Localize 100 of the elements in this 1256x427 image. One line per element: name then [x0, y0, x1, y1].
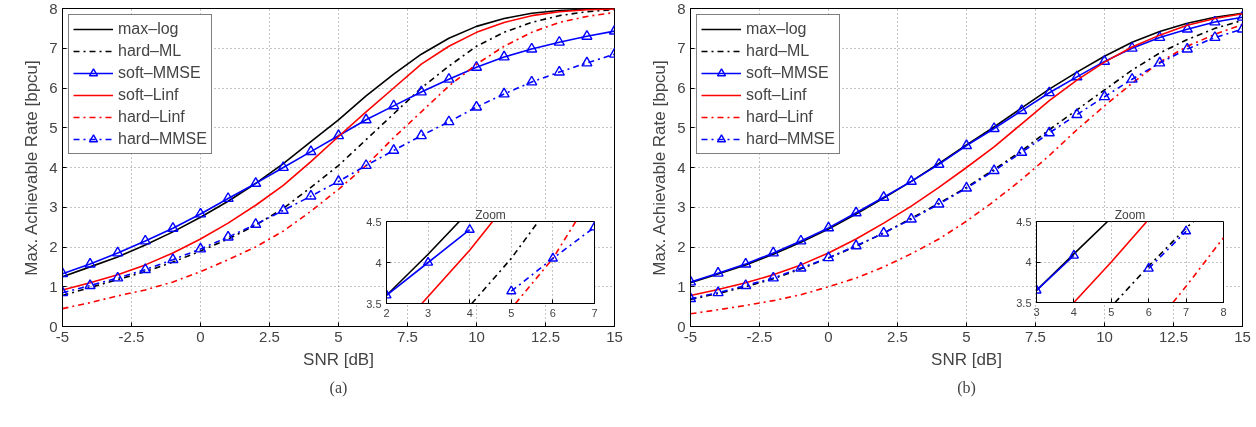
point [1126, 72, 1138, 83]
x-tick-label: 15 [606, 327, 623, 345]
point [547, 252, 559, 262]
x-tick-label: 15 [1234, 327, 1251, 345]
point [194, 207, 207, 218]
point [277, 161, 289, 172]
y-tick-label: 4 [1025, 256, 1032, 268]
point [767, 271, 779, 282]
point [878, 190, 890, 201]
point [139, 234, 151, 245]
point [988, 164, 1000, 175]
point [1098, 54, 1111, 65]
point [712, 286, 724, 297]
x-tick-label: 2 [383, 306, 390, 319]
x-tick-label: 7.5 [397, 327, 418, 345]
point [470, 60, 483, 71]
point [464, 223, 475, 233]
text: (a) [329, 378, 348, 397]
x-tick-label: 5 [1108, 305, 1115, 318]
y-tick-label: 4 [677, 158, 686, 176]
point [1154, 56, 1166, 67]
point [222, 192, 234, 203]
y-tick-label: 4.5 [366, 215, 382, 228]
x-tick-label: 10 [468, 327, 485, 345]
y-tick-label: 6 [677, 79, 686, 96]
point [443, 115, 455, 126]
y-tick-label: 1 [49, 277, 58, 295]
point [526, 75, 538, 86]
point [581, 56, 593, 67]
x-axis-title: SNR [dB] [303, 349, 374, 369]
y-tick-label: 7 [677, 39, 686, 57]
point [222, 230, 234, 241]
x-tick-label: 5 [962, 327, 971, 345]
y-axis-title: Max. Achievable Rate [bpcu] [22, 60, 42, 276]
y-tick-label: 3 [49, 198, 58, 216]
x-tick-label: 0 [824, 327, 833, 345]
x-tick-label: 6 [1145, 305, 1152, 318]
point [822, 221, 835, 232]
legend-label: max–log [118, 20, 179, 38]
legend-label: hard–MMSE [118, 130, 207, 148]
x-tick-label: 5 [508, 306, 515, 319]
x-tick-label: -2.5 [746, 327, 773, 345]
point [415, 85, 427, 96]
y-tick-label: 8 [677, 0, 686, 17]
chart-title: Zoom [1114, 207, 1146, 222]
legend-label: soft–MMSE [118, 64, 201, 82]
x-tick-label: 7.5 [1025, 327, 1046, 345]
y-tick-label: 3.5 [1016, 296, 1032, 309]
point [250, 217, 262, 228]
x-axis-title: SNR [dB] [931, 349, 1002, 369]
point [581, 29, 593, 40]
x-tick-label: 3 [1033, 305, 1040, 318]
y-tick-label: 5 [677, 118, 686, 136]
point [795, 261, 807, 272]
point [905, 212, 917, 223]
point [905, 174, 917, 185]
point [388, 143, 400, 154]
x-tick-label: 0 [196, 327, 205, 345]
point [1154, 31, 1166, 42]
point [822, 251, 835, 262]
point [167, 221, 179, 232]
legend-label: hard–ML [118, 42, 182, 60]
y-tick-label: 4 [49, 158, 58, 176]
x-tick-label: 4 [1070, 305, 1077, 318]
point [850, 239, 862, 250]
point [84, 257, 96, 268]
x-tick-label: 7 [1183, 305, 1190, 318]
point [305, 145, 317, 156]
point [795, 234, 807, 245]
y-tick-label: 7 [49, 39, 58, 57]
point [1071, 108, 1083, 119]
point [933, 197, 945, 208]
y-tick-label: 6 [49, 79, 58, 96]
point [506, 285, 517, 295]
point [960, 139, 973, 150]
point [1181, 22, 1193, 33]
y-tick-label: 2 [49, 238, 58, 255]
legend-label: hard–ML [746, 42, 810, 60]
point [767, 246, 779, 257]
point [332, 174, 345, 185]
legend-label: soft–MMSE [746, 64, 829, 82]
point [277, 203, 289, 215]
point [553, 65, 565, 76]
point [498, 87, 510, 98]
y-tick-label: 3 [677, 198, 686, 216]
point [740, 257, 752, 268]
point [388, 99, 400, 110]
legend-label: hard–MMSE [746, 130, 835, 148]
x-tick-label: 4 [466, 306, 473, 319]
point [960, 181, 973, 192]
y-tick-label: 3.5 [366, 297, 382, 310]
point [1016, 145, 1028, 156]
point [360, 159, 372, 170]
point [1209, 31, 1221, 42]
legend-label: max–log [746, 20, 807, 38]
x-tick-label: 7 [591, 306, 598, 319]
point [1209, 15, 1221, 26]
y-tick-label: 4.5 [1016, 215, 1032, 228]
point [1126, 41, 1138, 52]
point [470, 100, 483, 111]
